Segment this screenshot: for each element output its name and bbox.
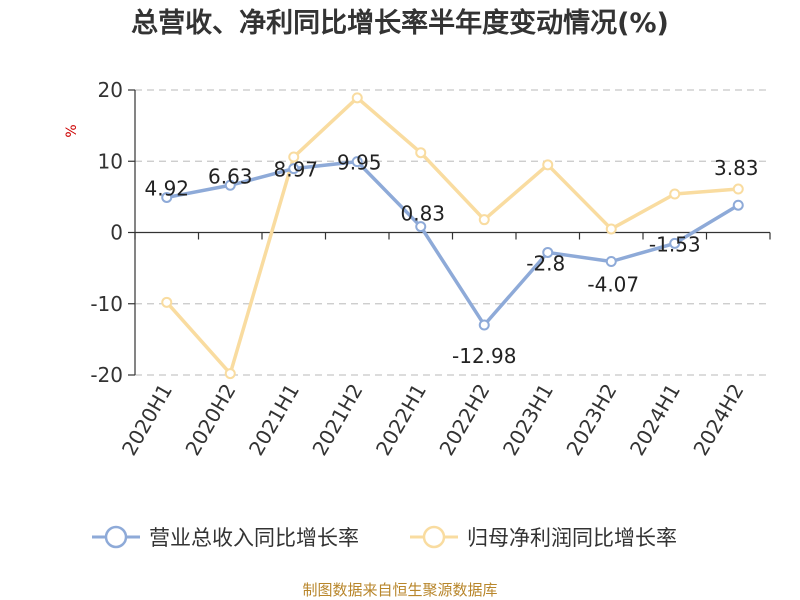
series-point-0	[351, 156, 363, 168]
data-label: 4.92	[144, 176, 189, 200]
data-label: -4.07	[587, 272, 639, 296]
legend-label: 归母净利润同比增长率	[467, 526, 677, 550]
data-labels: 4.92 6.63 8.97 9.95 0.83 -12.98 -2.8 -4.07 -1.53…	[144, 151, 758, 368]
series-point-1	[224, 368, 236, 380]
series-point-1	[732, 183, 744, 195]
y-tick-label: -20	[90, 363, 123, 387]
series-point-0	[224, 179, 236, 191]
data-label: -2.8	[526, 251, 565, 275]
x-tick-label: 2022H1	[371, 380, 431, 460]
data-label: 9.95	[337, 151, 382, 175]
x-tick-label: 2024H2	[688, 380, 748, 460]
data-label: 3.83	[714, 156, 759, 180]
series-line-1	[165, 96, 740, 376]
legend-marker	[422, 525, 446, 549]
series-point-0	[415, 221, 427, 233]
series-point-0	[542, 246, 554, 258]
data-label: -1.53	[649, 232, 701, 256]
series-point-1	[478, 214, 490, 226]
x-tick-label: 2023H2	[561, 380, 621, 460]
data-label: -12.98	[452, 344, 516, 368]
grid	[135, 89, 770, 376]
series-point-0	[605, 255, 617, 267]
x-tick-label: 2024H1	[625, 380, 685, 460]
series-group	[161, 92, 744, 380]
x-tick-label: 2020H2	[180, 380, 240, 460]
series-point-0	[288, 163, 300, 175]
legend-marker	[104, 525, 128, 549]
series-point-1	[605, 223, 617, 235]
x-tick-label: 2020H1	[117, 380, 177, 460]
legend-label: 营业总收入同比增长率	[149, 526, 359, 550]
y-tick-label: 0	[110, 221, 123, 245]
legend: 营业总收入同比增长率 归母净利润同比增长率	[92, 525, 677, 550]
series-point-1	[542, 159, 554, 171]
series-point-0	[161, 191, 173, 203]
series-point-1	[415, 147, 427, 159]
y-tick-label: 10	[98, 149, 123, 173]
series-point-0	[478, 319, 490, 331]
x-tick-label: 2021H2	[307, 380, 367, 460]
x-tick-label: 2023H1	[498, 380, 558, 460]
series-point-0	[732, 199, 744, 211]
data-label: 6.63	[208, 164, 253, 188]
x-tick-label: 2021H1	[244, 380, 304, 460]
source-note: 制图数据来自恒生聚源数据库	[302, 581, 497, 599]
series-point-1	[669, 188, 681, 200]
series-point-1	[351, 92, 363, 104]
y-tick-label: -10	[90, 292, 123, 316]
series-point-0	[669, 237, 681, 249]
data-label: 0.83	[400, 202, 445, 226]
x-tick-label: 2022H2	[434, 380, 494, 460]
unit-label: %	[64, 124, 80, 137]
chart-title: 总营收、净利同比增长率半年度变动情况(%)	[131, 7, 669, 39]
series-point-1	[161, 296, 173, 308]
y-tick-label: 20	[98, 78, 123, 102]
series-point-1	[288, 151, 300, 163]
data-label: 8.97	[273, 158, 318, 182]
series-line-0	[165, 159, 740, 327]
